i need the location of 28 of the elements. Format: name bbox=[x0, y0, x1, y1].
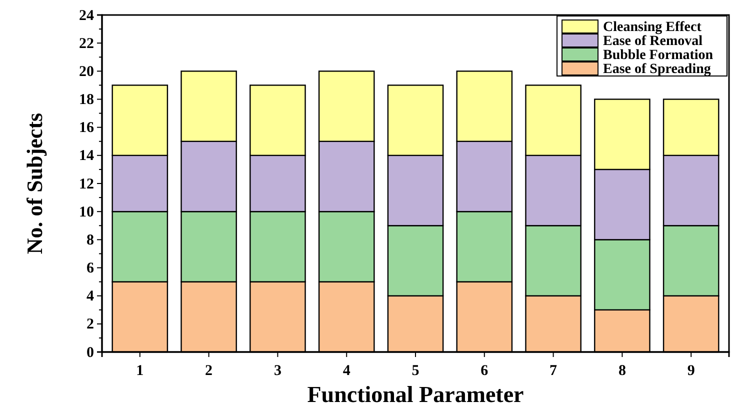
y-axis-title: No. of Subjects bbox=[22, 112, 47, 254]
y-tick-label: 24 bbox=[79, 8, 94, 24]
y-tick-label: 12 bbox=[79, 176, 94, 192]
x-tick-label: 3 bbox=[274, 363, 282, 379]
y-tick-label: 2 bbox=[86, 316, 94, 333]
x-tick-label: 1 bbox=[136, 363, 144, 379]
x-axis-title: Functional Parameter bbox=[307, 382, 524, 407]
legend-label: Ease of Removal bbox=[603, 34, 703, 49]
y-tick-label: 14 bbox=[79, 148, 94, 164]
legend-label: Ease of Spreading bbox=[603, 62, 711, 77]
x-tick-label: 2 bbox=[205, 363, 213, 379]
x-tick-label: 7 bbox=[550, 363, 558, 379]
x-tick-label: 4 bbox=[342, 363, 351, 379]
y-tick-label: 22 bbox=[79, 36, 94, 52]
x-tick-label: 9 bbox=[687, 363, 695, 379]
y-tick-label: 10 bbox=[79, 204, 94, 220]
legend-label: Cleansing Effect bbox=[603, 20, 702, 35]
y-tick-label: 20 bbox=[79, 64, 94, 80]
y-tick-label: 16 bbox=[79, 120, 94, 136]
x-tick-label: 8 bbox=[618, 363, 626, 379]
y-tick-label: 0 bbox=[86, 344, 94, 361]
y-tick-label: 8 bbox=[86, 232, 94, 248]
y-tick-label: 6 bbox=[86, 260, 94, 277]
x-tick-label: 5 bbox=[412, 363, 420, 379]
x-tick-label: 6 bbox=[480, 363, 489, 379]
y-tick-label: 18 bbox=[79, 92, 94, 108]
y-tick-label: 4 bbox=[86, 288, 94, 305]
legend-label: Bubble Formation bbox=[603, 48, 714, 63]
